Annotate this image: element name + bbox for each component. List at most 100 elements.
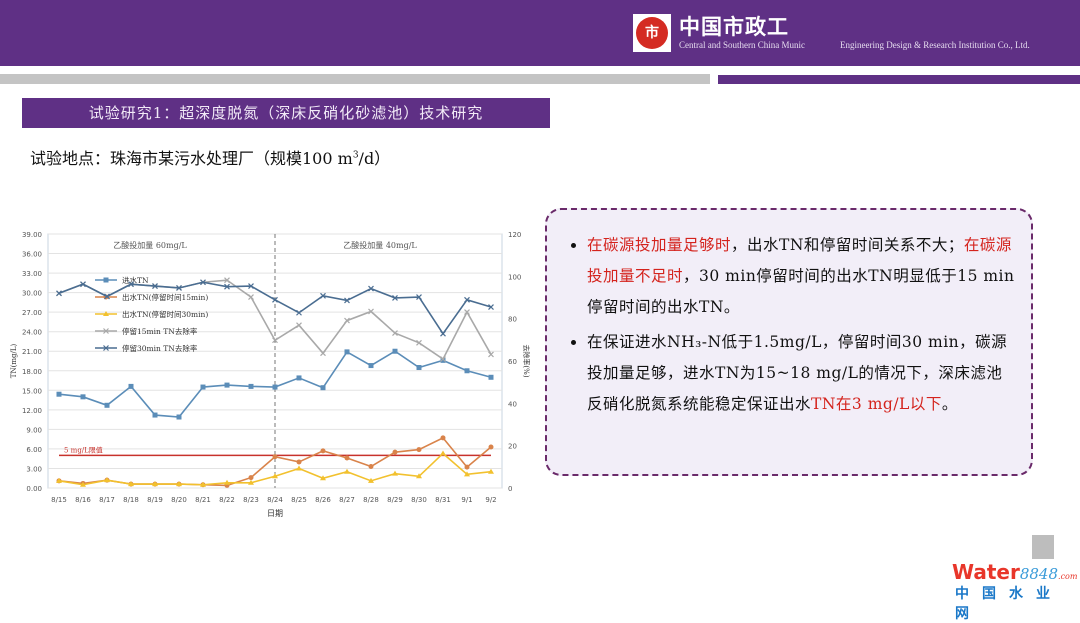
x-tick-label: 8/15: [51, 496, 67, 504]
x-tick-label: 8/26: [315, 496, 331, 504]
data-point: [128, 383, 134, 389]
y-tick-label: 21.00: [22, 348, 42, 356]
data-point: [104, 402, 110, 408]
data-point: [152, 412, 158, 418]
data-point: [488, 374, 494, 380]
x-tick-label: 9/2: [485, 496, 496, 504]
subtitle-end: /d）: [358, 149, 391, 168]
data-point: [320, 292, 326, 299]
data-point: [464, 471, 470, 477]
x-tick-label: 8/24: [267, 496, 283, 504]
wm-num: 8848: [1019, 565, 1059, 583]
data-point: [248, 294, 254, 301]
x-tick-label: 8/22: [219, 496, 235, 504]
data-point: [392, 449, 398, 455]
data-point: [344, 317, 350, 324]
x-tick-label: 8/17: [99, 496, 115, 504]
company-logo: 市: [633, 14, 671, 52]
data-point: [488, 351, 494, 358]
data-point: [296, 309, 302, 316]
data-point: [248, 475, 254, 481]
x-tick-label: 8/27: [339, 496, 355, 504]
data-point: [392, 330, 398, 336]
data-point: [440, 450, 446, 456]
data-point: [176, 481, 182, 487]
data-point: [103, 328, 109, 334]
data-point: [272, 296, 278, 303]
data-point: [368, 464, 374, 470]
data-point: [464, 309, 470, 316]
decor-square: [1032, 535, 1054, 559]
x-tick-label: 8/28: [363, 496, 379, 504]
y-tick-label: 9.00: [26, 426, 42, 434]
data-point: [176, 285, 182, 291]
data-point: [320, 475, 326, 481]
data-point: [224, 479, 230, 485]
y-tick-label: 3.00: [26, 465, 42, 473]
y2-axis-label: 去除率(%): [522, 344, 530, 377]
subtitle-sup: 3: [352, 150, 359, 161]
x-tick-label: 8/21: [195, 496, 211, 504]
y2-tick-label: 40: [508, 400, 517, 408]
wm-brand: Water: [952, 560, 1020, 584]
slide-title: 试验研究1：超深度脱氮（深床反硝化砂滤池）技术研究: [22, 98, 550, 128]
data-point: [296, 322, 302, 329]
data-point: [368, 308, 374, 315]
y-tick-label: 24.00: [22, 329, 42, 337]
slide-subtitle: 试验地点：珠海市某污水处理厂（规模100 m3/d）: [30, 145, 390, 169]
company-name-en-1: Central and Southern China Munic: [679, 40, 805, 50]
data-point: [440, 435, 446, 441]
data-point: [296, 459, 302, 465]
data-point: [344, 455, 350, 461]
data-point: [224, 382, 230, 388]
data-point: [464, 296, 470, 303]
data-point: [488, 468, 494, 474]
data-point: [248, 283, 254, 289]
header-banner: [0, 0, 1080, 66]
data-point: [200, 279, 206, 286]
y2-tick-label: 100: [508, 273, 521, 281]
y2-tick-label: 20: [508, 443, 517, 451]
data-point: [176, 414, 182, 420]
y2-tick-label: 0: [508, 485, 512, 493]
data-point: [320, 350, 326, 357]
data-point: [320, 385, 326, 391]
bullet-text: 在保证进水NH₃-N低于1.5mg/L，停留时间30 min，碳源投加量足够，进…: [587, 333, 1008, 413]
data-point: [392, 470, 398, 476]
data-point: [440, 356, 446, 363]
data-point: [56, 477, 62, 483]
data-point: [80, 281, 86, 288]
data-point: [368, 285, 374, 292]
watermark-logo: Water8848.com: [952, 560, 1077, 584]
divider-grey: [0, 74, 710, 84]
legend-label: 停留30min TN去除率: [122, 343, 198, 353]
y-tick-label: 0.00: [26, 485, 42, 493]
data-point: [103, 311, 109, 316]
data-point: [416, 447, 422, 453]
watermark-cn: 中国水业网: [955, 586, 1063, 622]
x-tick-label: 9/1: [461, 496, 472, 504]
x-tick-label: 8/31: [435, 496, 451, 504]
x-tick-label: 8/23: [243, 496, 259, 504]
data-point: [416, 365, 422, 371]
y-axis-label: TN(mg/L): [10, 344, 18, 379]
x-tick-label: 8/20: [171, 496, 187, 504]
data-point: [368, 477, 374, 483]
x-tick-label: 8/16: [75, 496, 91, 504]
data-point: [152, 283, 158, 289]
data-point: [272, 454, 278, 460]
phase2-label: 乙酸投加量 40mg/L: [343, 240, 417, 250]
y2-tick-label: 60: [508, 358, 517, 366]
data-point: [392, 348, 398, 354]
data-point: [152, 481, 158, 487]
data-point: [416, 294, 422, 301]
bullet-item: 在保证进水NH₃-N低于1.5mg/L，停留时间30 min，碳源投加量足够，进…: [587, 327, 1017, 420]
y-tick-label: 12.00: [22, 407, 42, 415]
data-point: [464, 368, 470, 374]
x-tick-label: 8/18: [123, 496, 139, 504]
bullet-item: 在碳源投加量足够时，出水TN和停留时间关系不大；在碳源投加量不足时，30 min…: [587, 230, 1017, 323]
legend-label: 出水TN(停留时间15min): [122, 292, 208, 302]
data-point: [392, 294, 398, 301]
data-point: [103, 277, 109, 283]
wm-suffix: .com: [1058, 572, 1078, 581]
